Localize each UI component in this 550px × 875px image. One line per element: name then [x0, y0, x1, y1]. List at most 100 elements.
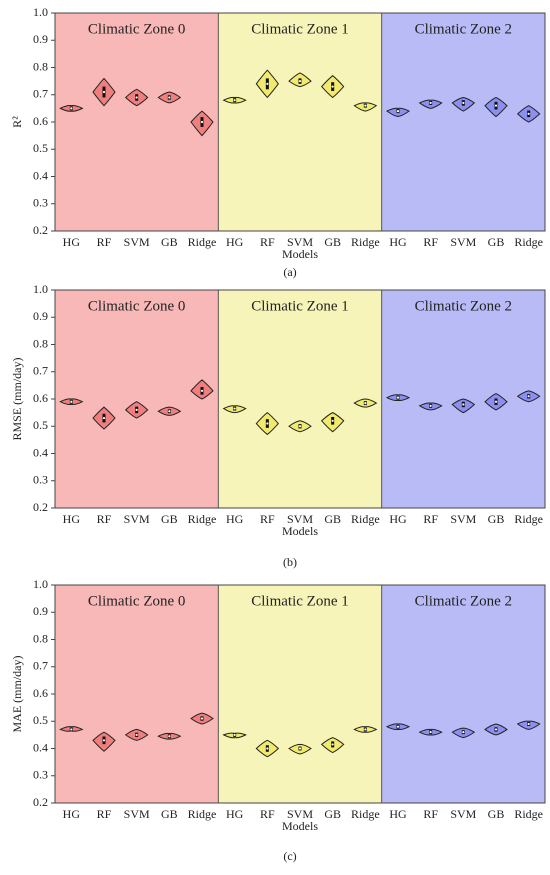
median-dot — [266, 747, 269, 750]
x-tick-label: RF — [423, 512, 438, 526]
x-tick-label: Ridge — [188, 235, 217, 249]
y-tick-label: 1.0 — [33, 5, 48, 19]
median-dot — [266, 82, 269, 85]
median-dot — [233, 407, 236, 410]
median-dot — [429, 101, 432, 105]
median-dot — [364, 104, 367, 107]
median-dot — [429, 404, 432, 407]
caption: (b) — [283, 555, 297, 569]
x-tick-label: Ridge — [188, 512, 217, 526]
median-dot — [331, 419, 334, 422]
median-dot — [527, 395, 530, 398]
x-tick-label: RF — [260, 512, 275, 526]
median-dot — [70, 728, 73, 731]
y-tick-label: 0.9 — [33, 309, 48, 323]
zone-background — [55, 290, 219, 508]
y-tick-label: 0.4 — [33, 168, 48, 182]
median-dot — [331, 85, 334, 88]
median-dot — [266, 422, 269, 425]
y-tick-label: 0.6 — [33, 114, 48, 128]
zone-label: Climatic Zone 2 — [415, 298, 512, 314]
median-dot — [527, 722, 530, 726]
zone-label: Climatic Zone 1 — [251, 593, 348, 609]
y-tick-label: 0.9 — [33, 604, 48, 618]
x-tick-label: HG — [63, 512, 81, 526]
median-dot — [527, 112, 530, 115]
x-tick-label: SVM — [450, 235, 476, 249]
y-axis-label: MAE (mm/day) — [10, 656, 24, 733]
y-tick-label: 0.3 — [33, 196, 48, 210]
y-tick-label: 0.7 — [33, 364, 48, 378]
x-tick-label: RF — [97, 235, 112, 249]
x-tick-label: HG — [226, 235, 244, 249]
median-dot — [462, 731, 465, 734]
median-dot — [102, 739, 106, 742]
median-dot — [298, 80, 302, 83]
x-tick-label: SVM — [287, 512, 313, 526]
median-dot — [298, 747, 302, 750]
caption: (c) — [283, 849, 296, 863]
median-dot — [494, 104, 498, 107]
y-tick-label: 0.5 — [33, 713, 48, 727]
x-axis-label: Models — [282, 247, 318, 261]
x-tick-label: SVM — [124, 235, 150, 249]
median-dot — [364, 401, 367, 405]
zone-label: Climatic Zone 2 — [415, 593, 512, 609]
y-tick-label: 0.2 — [33, 795, 48, 809]
x-tick-label: Ridge — [351, 235, 380, 249]
zone-label: Climatic Zone 0 — [88, 593, 185, 609]
median-dot — [396, 725, 400, 728]
y-tick-label: 0.7 — [33, 87, 48, 101]
median-dot — [494, 728, 498, 731]
median-dot — [364, 728, 367, 731]
x-tick-label: Ridge — [351, 807, 380, 821]
x-axis-label: Models — [282, 819, 318, 833]
x-tick-label: HG — [389, 512, 407, 526]
median-dot — [331, 743, 334, 746]
y-tick-label: 0.5 — [33, 141, 48, 155]
x-tick-label: Ridge — [351, 512, 380, 526]
y-tick-label: 0.2 — [33, 223, 48, 237]
x-tick-label: RF — [97, 512, 112, 526]
x-axis-label: Models — [282, 524, 318, 538]
median-dot — [135, 733, 138, 736]
median-dot — [102, 90, 106, 94]
median-dot — [168, 96, 171, 99]
x-tick-label: Ridge — [514, 235, 543, 249]
median-dot — [494, 400, 498, 403]
y-tick-label: 0.4 — [33, 445, 48, 459]
x-tick-label: SVM — [124, 512, 150, 526]
zone-label: Climatic Zone 1 — [251, 21, 348, 37]
y-tick-label: 0.3 — [33, 768, 48, 782]
x-tick-label: RF — [260, 235, 275, 249]
x-tick-label: GB — [161, 512, 178, 526]
x-tick-label: GB — [324, 512, 341, 526]
x-tick-label: RF — [260, 807, 275, 821]
median-dot — [233, 733, 236, 736]
x-tick-label: RF — [423, 235, 438, 249]
y-tick-label: 0.4 — [33, 740, 48, 754]
x-tick-label: Ridge — [514, 807, 543, 821]
zone-background — [55, 585, 219, 803]
zone-label: Climatic Zone 0 — [88, 298, 185, 314]
median-dot — [429, 731, 432, 734]
zone-background — [218, 585, 382, 803]
y-axis-label: R² — [10, 116, 24, 128]
x-tick-label: GB — [324, 807, 341, 821]
x-tick-label: HG — [389, 807, 407, 821]
x-tick-label: SVM — [287, 235, 313, 249]
median-dot — [102, 416, 106, 420]
median-dot — [70, 400, 73, 403]
x-tick-label: GB — [488, 512, 505, 526]
x-tick-label: HG — [226, 807, 244, 821]
y-tick-label: 1.0 — [33, 282, 48, 296]
y-tick-label: 0.5 — [33, 418, 48, 432]
x-tick-label: GB — [488, 807, 505, 821]
zone-background — [218, 290, 382, 508]
y-tick-label: 0.6 — [33, 391, 48, 405]
median-dot — [135, 96, 138, 99]
median-dot — [168, 735, 171, 738]
median-dot — [200, 717, 204, 720]
y-tick-label: 0.8 — [33, 631, 48, 645]
